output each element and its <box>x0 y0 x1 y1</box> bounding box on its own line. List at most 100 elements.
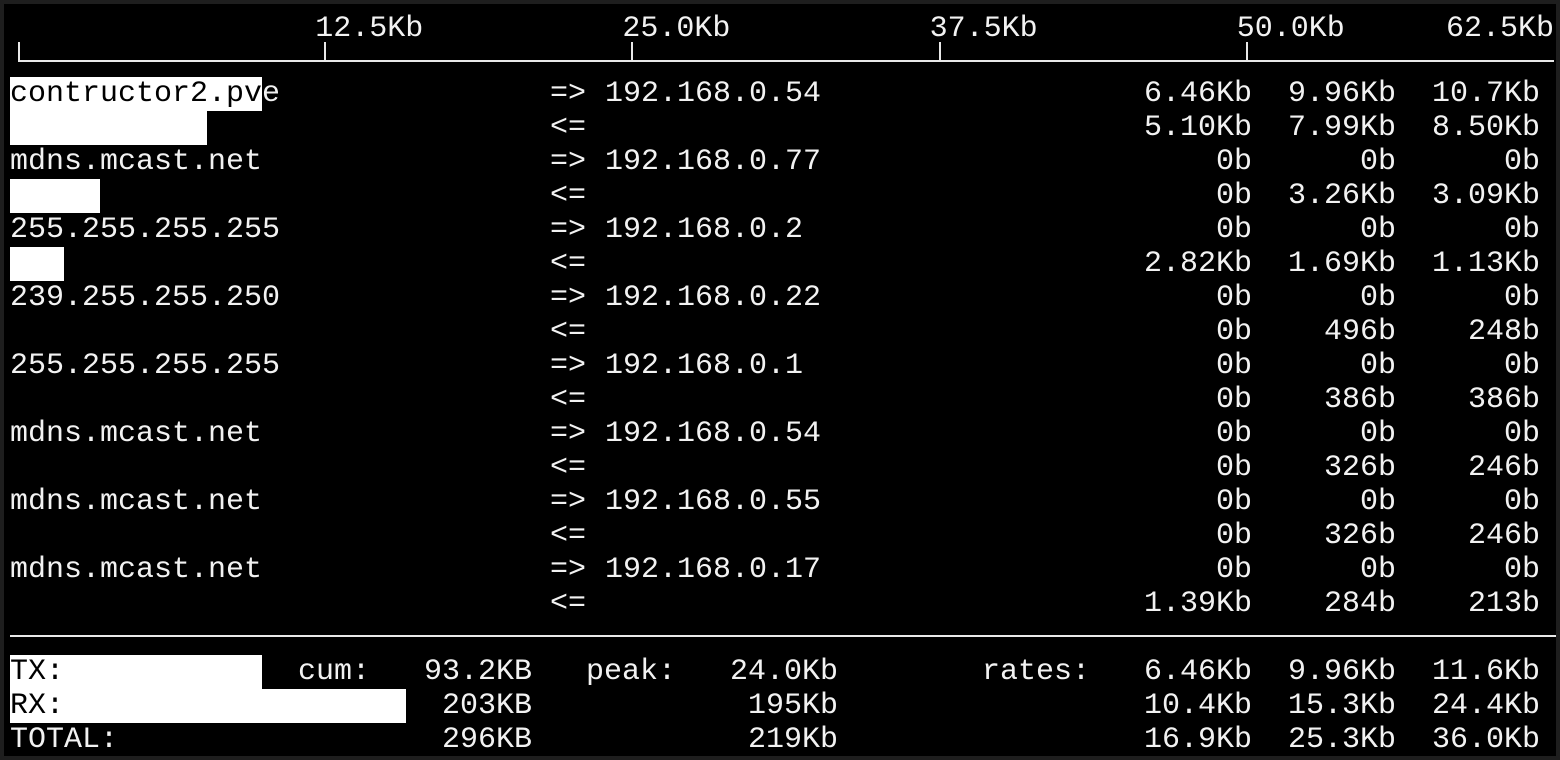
host-name: mdns.mcast.net <box>10 485 263 519</box>
totals-label: RX: <box>10 689 65 723</box>
scale-tick <box>324 42 327 62</box>
total-rate-40s: 36.0Kb <box>1431 723 1540 756</box>
rate-in-40s: 246b <box>1467 519 1540 553</box>
scale-tick <box>1245 42 1248 62</box>
rate-in-10s: 386b <box>1323 383 1396 417</box>
cumulative-value: 93.2KB <box>423 655 532 689</box>
totals-label: TOTAL: <box>10 723 119 756</box>
rate-in-2s: 0b <box>1215 179 1252 213</box>
host-name: mdns.mcast.net <box>10 145 263 179</box>
direction-out-arrow: => <box>550 213 587 247</box>
direction-out-arrow: => <box>550 417 587 451</box>
total-rate-2s: 6.46Kb <box>1143 655 1252 689</box>
rate-out-2s: 6.46Kb <box>1143 77 1252 111</box>
cumulative-value: 296KB <box>441 723 532 756</box>
rate-in-2s: 0b <box>1215 383 1252 417</box>
rate-in-2s: 5.10Kb <box>1143 111 1252 145</box>
rate-in-10s: 3.26Kb <box>1287 179 1396 213</box>
rate-out-2s: 0b <box>1215 553 1252 587</box>
direction-in-arrow: <= <box>550 179 587 213</box>
peak-label: peak: <box>586 655 677 689</box>
rate-out-10s: 0b <box>1359 417 1396 451</box>
rate-out-10s: 0b <box>1359 349 1396 383</box>
scale-label: 12.5Kb <box>315 12 424 46</box>
peer-address: 192.168.0.54 <box>605 417 822 451</box>
direction-out-arrow: => <box>550 349 587 383</box>
direction-out-arrow: => <box>550 485 587 519</box>
host-name: mdns.mcast.net <box>10 417 263 451</box>
rate-in-2s: 0b <box>1215 315 1252 349</box>
rate-out-40s: 0b <box>1503 485 1540 519</box>
peak-value: 195Kb <box>747 689 838 723</box>
peer-address: 192.168.0.54 <box>605 77 822 111</box>
scale-label: 50.0Kb <box>1236 12 1345 46</box>
rate-in-10s: 284b <box>1323 587 1396 621</box>
rate-out-10s: 0b <box>1359 281 1396 315</box>
rate-in-40s: 386b <box>1467 383 1540 417</box>
rate-in-40s: 3.09Kb <box>1431 179 1540 213</box>
rate-in-40s: 8.50Kb <box>1431 111 1540 145</box>
cum-label: cum: <box>298 655 371 689</box>
rate-out-40s: 0b <box>1503 417 1540 451</box>
direction-in-arrow: <= <box>550 315 587 349</box>
rate-out-40s: 0b <box>1503 281 1540 315</box>
traffic-bar-out <box>10 77 263 111</box>
rate-out-2s: 0b <box>1215 145 1252 179</box>
total-rate-10s: 9.96Kb <box>1287 655 1396 689</box>
traffic-bar-in <box>10 179 101 213</box>
rate-out-2s: 0b <box>1215 349 1252 383</box>
traffic-bar-in <box>10 247 64 281</box>
host-name: 255.255.255.255 <box>10 213 281 247</box>
rate-out-10s: 9.96Kb <box>1287 77 1396 111</box>
rate-in-40s: 213b <box>1467 587 1540 621</box>
scale-tick-start <box>18 42 20 62</box>
rate-out-40s: 0b <box>1503 145 1540 179</box>
totals-bar-rx <box>10 689 407 723</box>
direction-out-arrow: => <box>550 77 587 111</box>
direction-in-arrow: <= <box>550 111 587 145</box>
total-rate-40s: 24.4Kb <box>1431 689 1540 723</box>
direction-out-arrow: => <box>550 553 587 587</box>
host-name: contructor2.pve <box>10 77 281 111</box>
peer-address: 192.168.0.77 <box>605 145 822 179</box>
host-name: 239.255.255.250 <box>10 281 281 315</box>
peak-value: 219Kb <box>747 723 838 756</box>
rate-out-10s: 0b <box>1359 553 1396 587</box>
rate-in-2s: 1.39Kb <box>1143 587 1252 621</box>
total-rate-40s: 11.6Kb <box>1431 655 1540 689</box>
rate-out-10s: 0b <box>1359 145 1396 179</box>
rate-in-2s: 0b <box>1215 451 1252 485</box>
rate-in-40s: 1.13Kb <box>1431 247 1540 281</box>
totals-bar-tx <box>10 655 263 689</box>
rate-in-10s: 1.69Kb <box>1287 247 1396 281</box>
rate-out-2s: 0b <box>1215 281 1252 315</box>
scale-label: 25.0Kb <box>622 12 731 46</box>
direction-out-arrow: => <box>550 145 587 179</box>
peer-address: 192.168.0.1 <box>605 349 804 383</box>
rate-in-10s: 7.99Kb <box>1287 111 1396 145</box>
rate-in-2s: 2.82Kb <box>1143 247 1252 281</box>
peer-address: 192.168.0.22 <box>605 281 822 315</box>
totals-label: TX: <box>10 655 65 689</box>
totals-separator <box>10 635 1556 637</box>
rate-in-10s: 496b <box>1323 315 1396 349</box>
peak-value: 24.0Kb <box>729 655 838 689</box>
rate-out-2s: 0b <box>1215 213 1252 247</box>
total-rate-2s: 10.4Kb <box>1143 689 1252 723</box>
direction-in-arrow: <= <box>550 383 587 417</box>
rate-in-40s: 246b <box>1467 451 1540 485</box>
peer-address: 192.168.0.55 <box>605 485 822 519</box>
rate-in-2s: 0b <box>1215 519 1252 553</box>
rate-out-10s: 0b <box>1359 485 1396 519</box>
rate-in-10s: 326b <box>1323 519 1396 553</box>
rates-label: rates: <box>982 655 1091 689</box>
rate-out-2s: 0b <box>1215 417 1252 451</box>
direction-in-arrow: <= <box>550 587 587 621</box>
host-name: 255.255.255.255 <box>10 349 281 383</box>
traffic-bar-in <box>10 111 208 145</box>
direction-out-arrow: => <box>550 281 587 315</box>
scale-tick <box>938 42 941 62</box>
total-rate-2s: 16.9Kb <box>1143 723 1252 756</box>
rate-out-40s: 10.7Kb <box>1431 77 1540 111</box>
scale-label: 37.5Kb <box>929 12 1038 46</box>
